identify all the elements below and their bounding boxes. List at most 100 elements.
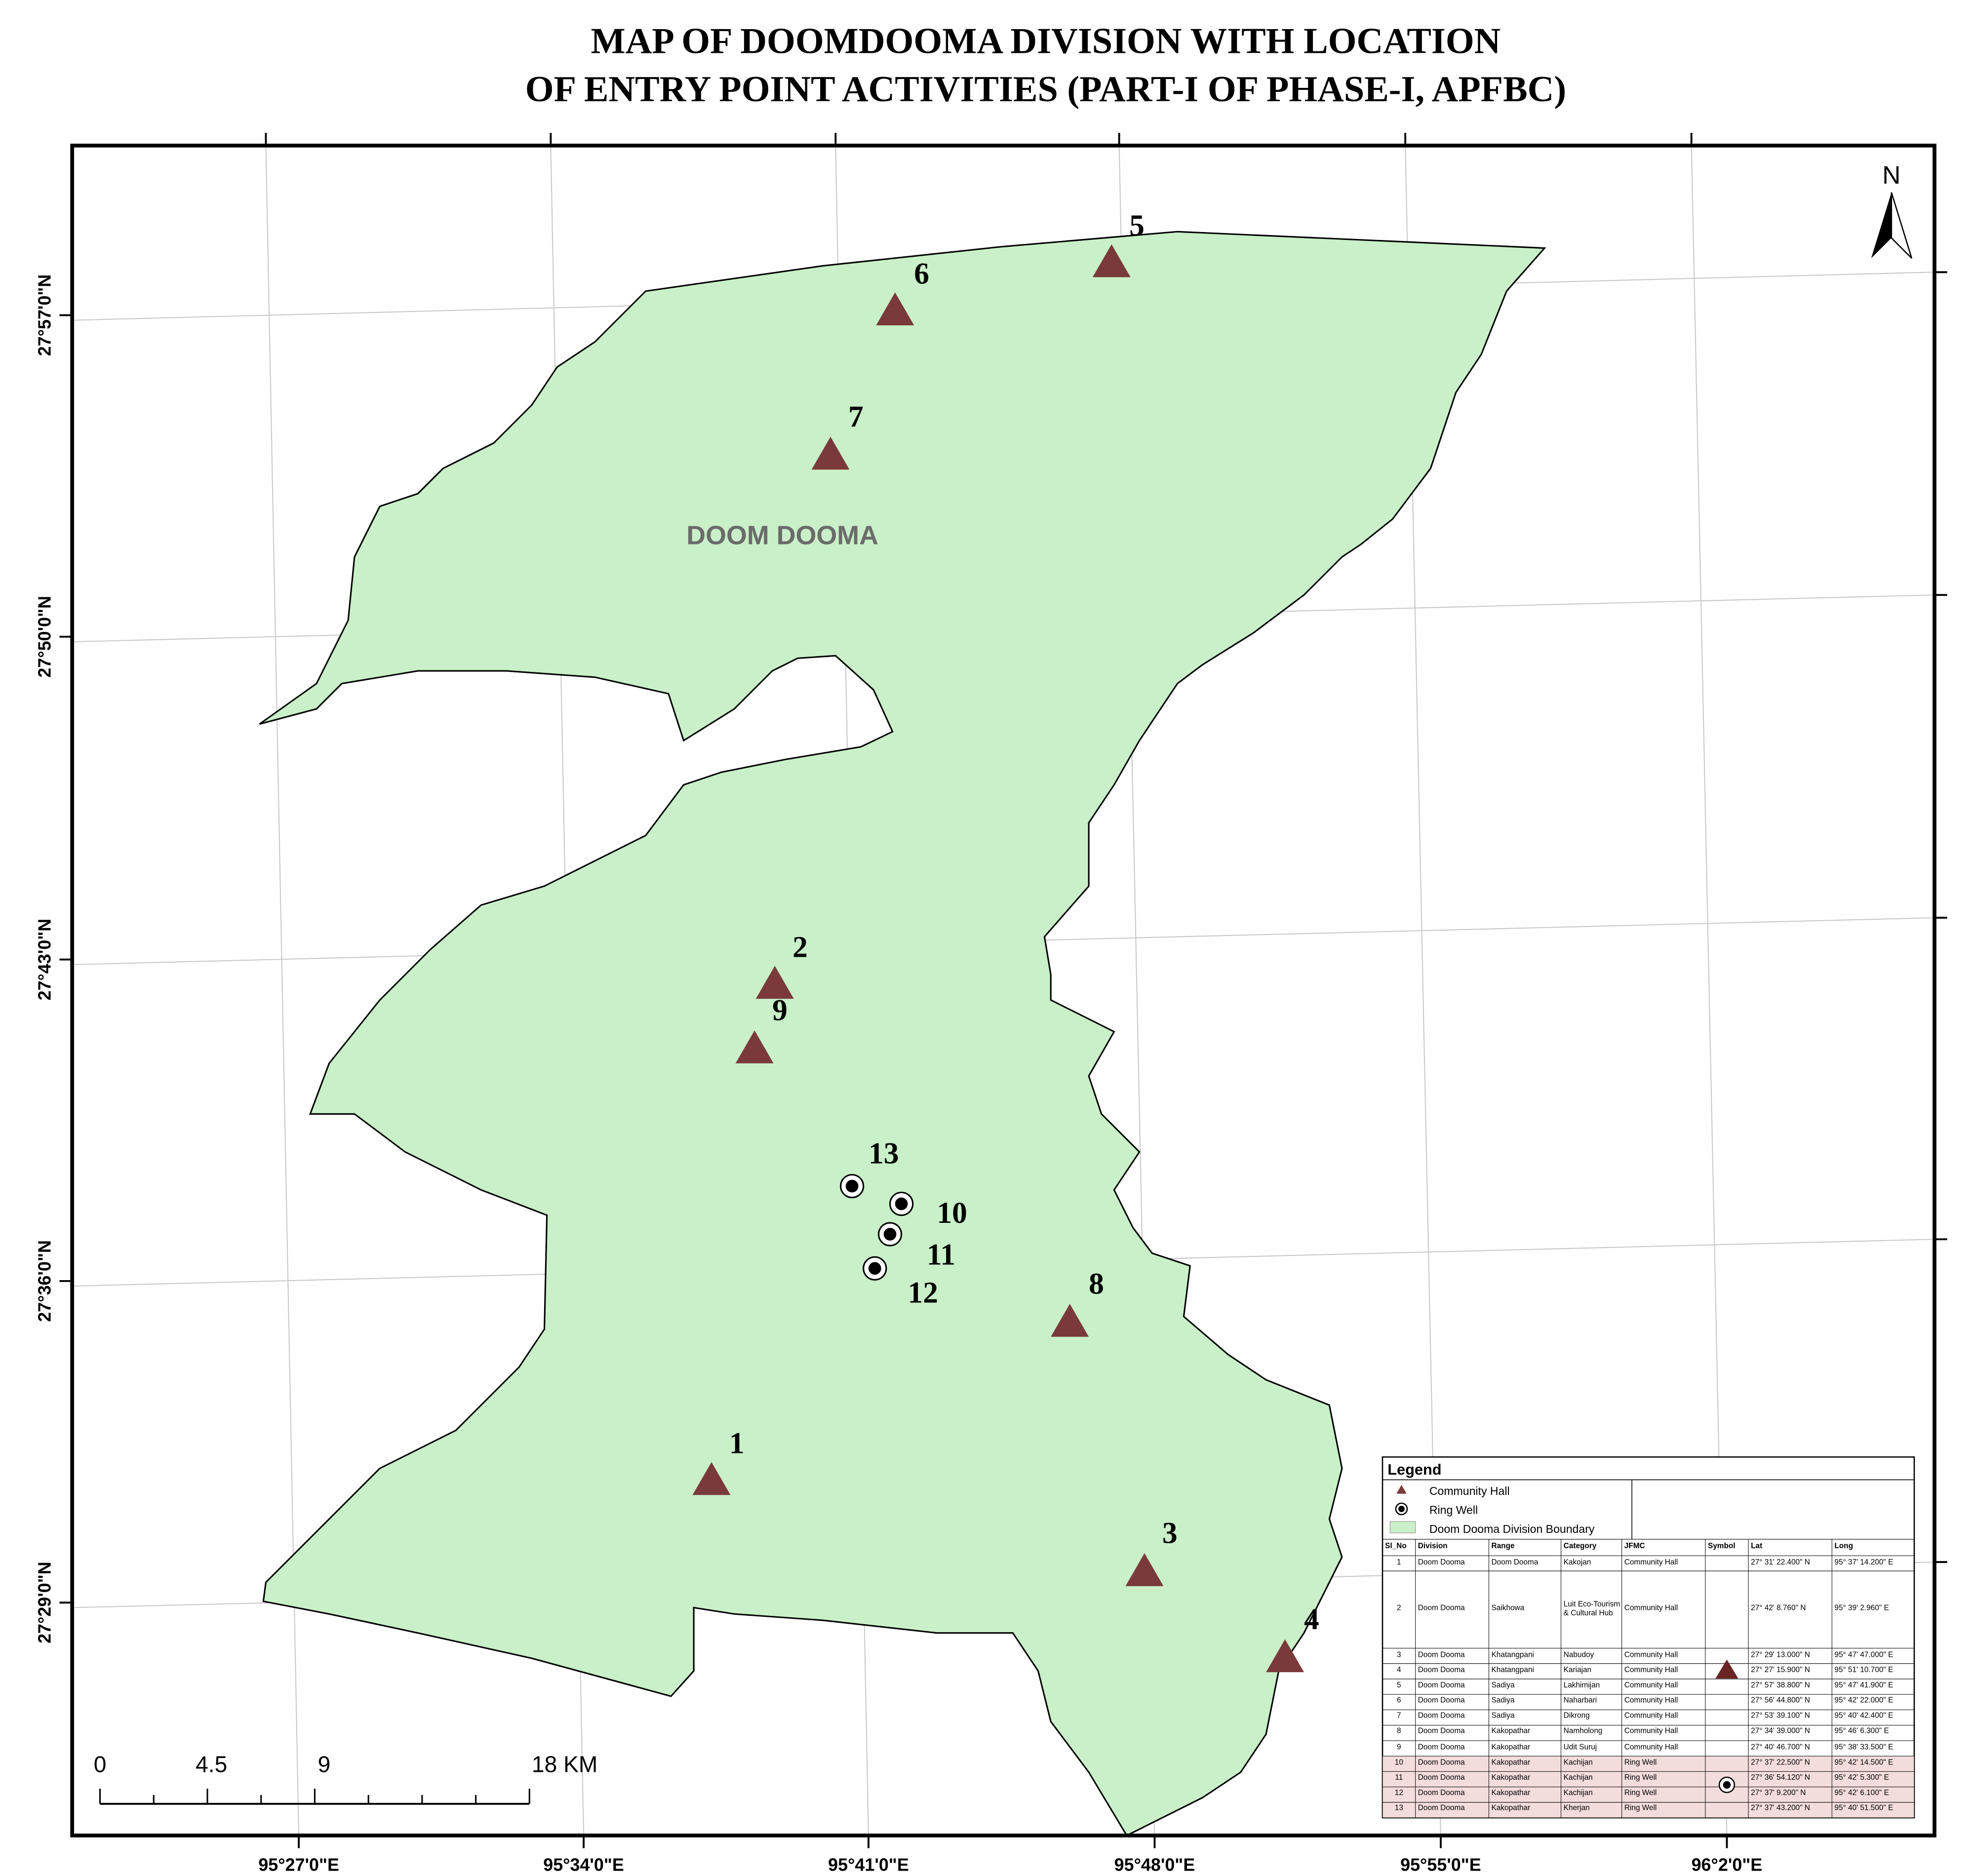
table-cell: Ring Well	[1624, 1775, 1657, 1782]
cell-text: Dikrong	[1563, 1713, 1590, 1721]
site-label: 13	[869, 1136, 899, 1170]
cell-text: Division	[1418, 1543, 1448, 1551]
cell-text: Doom Dooma	[1418, 1713, 1465, 1721]
cell-text: 95° 40' 51.500" E	[1834, 1805, 1894, 1813]
cell-text: Doom Dooma	[1418, 1651, 1465, 1659]
table-cell: Doom Dooma	[1418, 1605, 1465, 1612]
cell-text: Sadiya	[1491, 1682, 1515, 1690]
legend-title: Legend	[1387, 1461, 1441, 1478]
cell-text: Saikhowa	[1491, 1605, 1525, 1613]
cell-text: 95° 42' 22.000" E	[1834, 1697, 1894, 1706]
cell-text: Community Hall	[1624, 1713, 1678, 1721]
table-cell: Doom Dooma	[1418, 1759, 1465, 1767]
site-label: 2	[792, 930, 808, 964]
table-cell: 27° 34' 39.000" N	[1751, 1728, 1810, 1736]
table-cell: 9	[1397, 1744, 1401, 1752]
table-cell: 95° 42' 22.000" E	[1834, 1697, 1894, 1706]
cell-text: Kakopathar	[1491, 1759, 1531, 1767]
cell-text: 27° 40' 46.700" N	[1751, 1744, 1810, 1752]
table-cell: Doom Dooma	[1418, 1667, 1465, 1674]
table-cell: Ring Well	[1624, 1805, 1657, 1813]
ring-well-dot	[883, 1228, 897, 1241]
north-arrow-right	[1891, 192, 1913, 259]
cell-text: Community Hall	[1624, 1605, 1678, 1613]
cell-text: 95° 39' 2.960" E	[1834, 1605, 1889, 1613]
table-cell: 27° 36' 54.120" N	[1751, 1774, 1810, 1783]
north-label: N	[1882, 161, 1900, 189]
site-label: 7	[848, 400, 864, 433]
symbol-ring-dot	[1723, 1781, 1731, 1789]
table-cell: 95° 37' 14.200" E	[1834, 1559, 1893, 1566]
table-cell: Lakhimijan	[1564, 1682, 1600, 1690]
cell-text: 27° 56' 44.800" N	[1751, 1697, 1810, 1706]
table-cell: Division	[1418, 1543, 1448, 1551]
table-cell: Doom Dooma	[1418, 1713, 1465, 1721]
table-cell: 95° 47' 41.900" E	[1834, 1682, 1893, 1690]
cell-text: 27° 31' 22.400" N	[1751, 1559, 1810, 1567]
table-cell: 4	[1397, 1667, 1401, 1674]
cell-text: Doom Dooma	[1418, 1744, 1465, 1752]
table-cell: Sadiya	[1492, 1698, 1515, 1705]
community-hall	[1092, 244, 1131, 277]
table-cell: 95° 42' 5.300" E	[1834, 1774, 1889, 1783]
table-cell: Kakopathar	[1492, 1775, 1531, 1782]
cell-text: Lat	[1751, 1543, 1763, 1551]
table-cell: Kakopathar	[1491, 1759, 1531, 1767]
table-cell: Naharbari	[1564, 1698, 1597, 1705]
table-cell: Kachijan	[1564, 1775, 1593, 1782]
cell-text: Range	[1491, 1543, 1515, 1551]
row-highlight	[1382, 1787, 1914, 1802]
table-cell: Khatangpani	[1492, 1667, 1534, 1674]
cell-text: Category	[1563, 1543, 1597, 1551]
table-cell: Community Hall	[1624, 1744, 1678, 1752]
table-cell: Kakopathar	[1492, 1728, 1531, 1736]
legend-item: Community Hall	[1429, 1485, 1510, 1497]
table-cell: Kachijan	[1563, 1790, 1593, 1798]
cell-text: 10	[1394, 1759, 1403, 1767]
lat-label: 27°50'0"N	[35, 596, 55, 678]
lon-label: 95°55'0"E	[1400, 1855, 1481, 1875]
table-cell: 7	[1397, 1713, 1401, 1720]
cell-text: Kachijan	[1563, 1759, 1593, 1767]
table-cell: Dikrong	[1563, 1713, 1590, 1721]
table-cell: Udit Suruj	[1564, 1744, 1597, 1751]
cell-text: Khatangpani	[1491, 1651, 1534, 1659]
cell-text: 27° 36' 54.120" N	[1751, 1774, 1810, 1783]
table-cell: 27° 57' 38.800" N	[1751, 1682, 1810, 1690]
cell-text: Kachijan	[1563, 1790, 1593, 1798]
legend-item: Ring Well	[1429, 1504, 1478, 1517]
table-cell: 27° 40' 46.700" N	[1751, 1744, 1810, 1752]
cell-text: Community Hall	[1624, 1744, 1678, 1752]
table-cell: Kakopathar	[1492, 1805, 1531, 1813]
cell-text: 27° 34' 39.000" N	[1751, 1728, 1810, 1736]
cell-text: Ring Well	[1624, 1790, 1657, 1798]
cell-text: Long	[1834, 1543, 1854, 1551]
cell-text: 95° 42' 5.300" E	[1834, 1774, 1889, 1783]
table-cell: 95° 42' 14.500" E	[1834, 1759, 1894, 1767]
table-cell: Doom Dooma	[1418, 1775, 1465, 1782]
cell-text: Doom Dooma	[1418, 1759, 1465, 1767]
site-label: 3	[1162, 1517, 1178, 1550]
table-cell: 27° 37' 9.200" N	[1751, 1790, 1806, 1798]
site-label: 12	[908, 1276, 938, 1309]
region-label: DOOM DOOMA	[686, 521, 878, 550]
cell-text: 27° 37' 22.500" N	[1751, 1759, 1810, 1767]
cell-text: 13	[1394, 1805, 1403, 1813]
community-hall	[1051, 1304, 1089, 1337]
table-cell: Community Hall	[1624, 1559, 1678, 1566]
row-highlight	[1382, 1802, 1914, 1818]
cell-text: 9	[1397, 1744, 1401, 1752]
legend: Legend Community Hall Ring Well Doom Doo…	[1382, 1456, 1915, 1819]
table-cell: Sl_No	[1385, 1543, 1407, 1551]
community-hall	[735, 1030, 774, 1063]
table-cell: 2	[1397, 1605, 1401, 1612]
cell-text: 95° 42' 14.500" E	[1834, 1759, 1894, 1767]
table-cell: 95° 38' 33.500" E	[1834, 1744, 1893, 1751]
site-label: 8	[1089, 1267, 1104, 1301]
cell-text: Kherjan	[1563, 1805, 1590, 1813]
table-cell: 95° 47' 47.000" E	[1834, 1651, 1893, 1659]
table-cell: Doom Dooma	[1418, 1744, 1465, 1752]
ring-well-dot	[845, 1179, 859, 1193]
table-cell: 27° 29' 13.000" N	[1751, 1651, 1810, 1659]
